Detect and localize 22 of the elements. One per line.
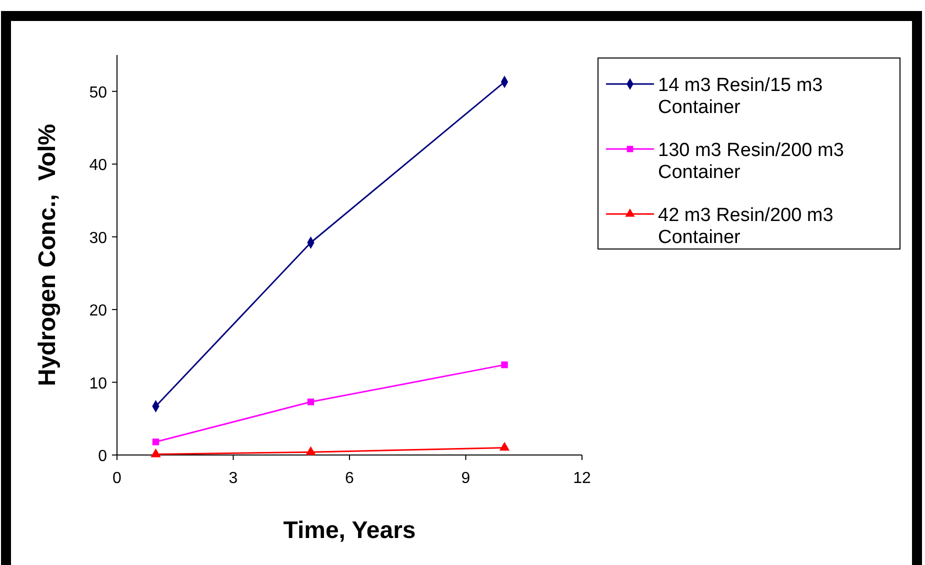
point [501,361,508,368]
legend-label: 42 m3 Resin/200 m3 Container [658,205,834,248]
y-tick-label: 0 [98,448,108,465]
x-tick-label: 9 [461,470,470,487]
y-tick-label: 30 [89,230,108,247]
legend-label: 130 m3 Resin/200 m3 Container [658,140,844,183]
point [499,442,510,451]
point [307,398,314,406]
point [150,448,161,458]
x-tick-label: 0 [112,470,122,487]
x-axis-title: Time, Years [283,517,416,544]
y-tick-label: 40 [89,157,108,174]
x-tick-label: 12 [573,470,591,487]
x-tick-label: 6 [345,470,354,487]
point [152,438,160,446]
x-tick-label: 3 [228,470,238,487]
y-tick-label: 20 [89,302,108,320]
legend-label: 14 m3 Resin/15 m3 Container [658,75,823,118]
y-axis-title: Hydrogen Conc., Vol% [34,124,61,386]
point [306,446,316,456]
y-tick-label: 50 [89,84,108,102]
y-tick-label: 10 [89,375,108,392]
